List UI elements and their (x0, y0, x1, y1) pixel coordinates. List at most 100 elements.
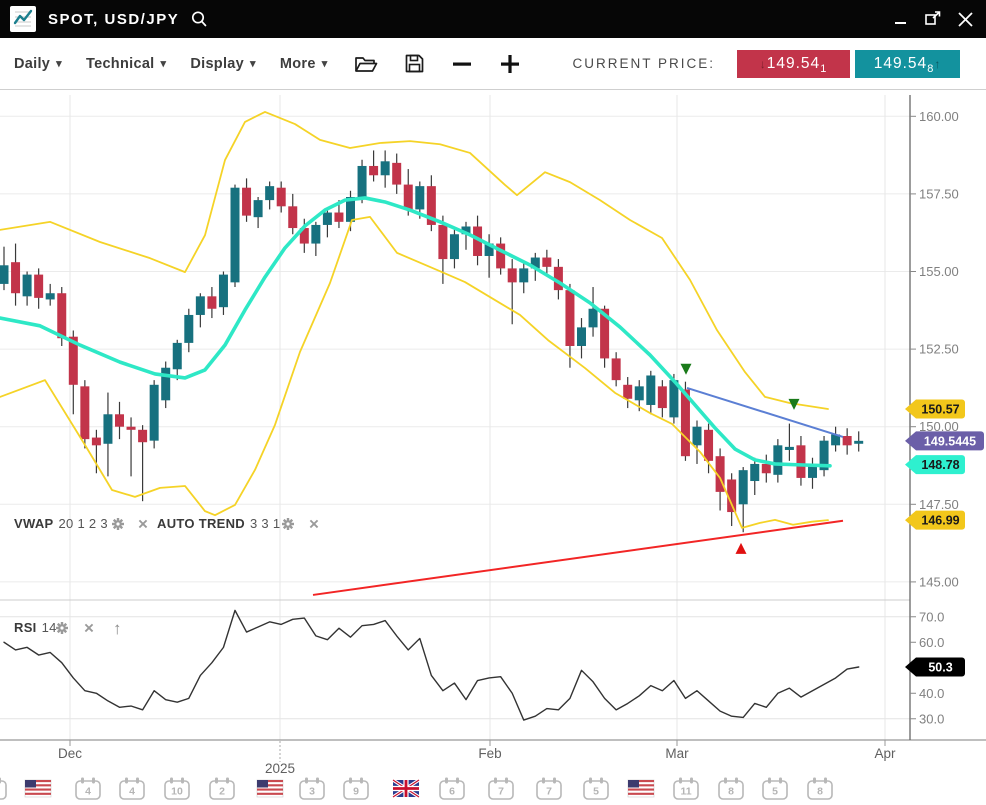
chevron-down-icon: ▾ (250, 58, 256, 70)
gear-icon[interactable] (112, 518, 124, 530)
up-arrow-icon: ↑ (934, 56, 942, 71)
calendar-event-icon[interactable]: 2 (209, 777, 235, 800)
current-price-label: CURRENT PRICE: (572, 56, 716, 71)
candle-body (854, 440, 864, 444)
menu-more[interactable]: More ▾ (279, 55, 328, 72)
price-badge: 148.78 (905, 455, 965, 475)
close-icon[interactable] (956, 10, 974, 28)
candle-body (761, 463, 771, 474)
svg-text:8: 8 (817, 786, 823, 798)
candle-body (265, 186, 275, 201)
menu-daily[interactable]: Daily ▾ (14, 55, 62, 72)
candle-body (669, 380, 679, 418)
candle-body (438, 224, 448, 260)
flag-us-icon[interactable] (256, 779, 284, 798)
candle-body (784, 446, 794, 450)
axes (0, 95, 986, 741)
flag-us-icon[interactable] (627, 779, 655, 798)
calendar-event-icon[interactable] (0, 777, 7, 800)
candle-body (149, 384, 159, 441)
candle-body (588, 308, 598, 328)
candle-body (57, 293, 67, 339)
candle-body (600, 308, 610, 359)
svg-text:3: 3 (309, 786, 315, 798)
close-icon[interactable]: × (84, 619, 94, 638)
minimize-icon[interactable] (892, 10, 910, 28)
calendar-event-icon[interactable]: 10 (164, 777, 190, 800)
save-icon[interactable] (404, 53, 425, 74)
candle-body (138, 429, 148, 443)
price-tick-label: 155.00 (919, 264, 959, 279)
candle-body (242, 187, 252, 216)
svg-text:7: 7 (546, 786, 552, 798)
candle-body (126, 426, 136, 430)
candle-body (750, 463, 760, 482)
rsi-tick-label: 30.0 (919, 711, 944, 726)
trend-line-resistance[interactable] (686, 386, 844, 438)
auto-trend-lines (312, 386, 844, 596)
menu-technical[interactable]: Technical ▾ (86, 55, 167, 72)
candle-body (496, 243, 506, 269)
svg-text:7: 7 (498, 786, 504, 798)
candle-body (808, 463, 817, 478)
calendar-event-icon[interactable]: 8 (718, 777, 744, 800)
candle-body (218, 274, 228, 308)
svg-text:150.57: 150.57 (921, 403, 959, 417)
svg-text:6: 6 (449, 786, 455, 798)
expand-up-icon[interactable]: ↑ (113, 619, 122, 638)
chevron-down-icon: ▾ (160, 58, 167, 70)
calendar-event-icon[interactable]: 4 (119, 777, 145, 800)
month-label: Apr (874, 746, 896, 761)
candle-body (103, 414, 113, 444)
candle-body (449, 234, 459, 260)
candle-body (692, 426, 702, 446)
calendar-event-icon[interactable]: 7 (536, 777, 562, 800)
gear-icon[interactable] (282, 518, 294, 530)
window-title: SPOT, USD/JPY (48, 10, 180, 28)
candle-body (530, 257, 540, 269)
calendar-event-icon[interactable]: 11 (673, 777, 699, 800)
candle-body (161, 367, 171, 401)
candle-body (704, 429, 714, 461)
chevron-down-icon: ▾ (321, 58, 328, 70)
menu-display[interactable]: Display ▾ (190, 55, 256, 72)
calendar-event-icon[interactable]: 6 (439, 777, 465, 800)
open-folder-icon[interactable] (354, 54, 378, 74)
candle-body (727, 479, 737, 513)
price-badge: 150.57 (905, 399, 965, 419)
zoom-in-icon[interactable] (499, 53, 521, 75)
calendar-event-icon[interactable]: 3 (299, 777, 325, 800)
triangle-down-marker (788, 398, 800, 410)
candle-body (473, 226, 483, 256)
trend-line-support[interactable] (312, 519, 844, 596)
indicator-label-vwap: VWAP 20 1 2 3 × (14, 515, 148, 534)
calendar-event-icon[interactable]: 4 (75, 777, 101, 800)
calendar-event-icon[interactable]: 5 (583, 777, 609, 800)
candle-body (288, 206, 298, 229)
svg-text:4: 4 (85, 786, 91, 798)
candle-body (68, 336, 78, 385)
candle-body (415, 186, 425, 210)
svg-text:9: 9 (353, 786, 359, 798)
search-icon[interactable] (189, 9, 209, 29)
svg-text:4: 4 (129, 786, 135, 798)
calendar-event-icon[interactable]: 7 (488, 777, 514, 800)
calendar-event-icon[interactable]: 8 (807, 777, 833, 800)
flag-uk-icon[interactable] (392, 778, 420, 799)
zoom-out-icon[interactable] (451, 53, 473, 75)
calendar-event-icon[interactable]: 9 (343, 777, 369, 800)
flag-us-icon[interactable] (24, 779, 52, 798)
candle-body (91, 437, 101, 446)
gear-icon[interactable] (56, 622, 68, 634)
window-controls (892, 10, 986, 28)
candle-body (738, 470, 748, 505)
popout-icon[interactable] (924, 10, 942, 28)
close-icon[interactable]: × (309, 515, 319, 534)
calendar-event-icon[interactable]: 5 (762, 777, 788, 800)
candle-body (299, 228, 309, 244)
candle-body (392, 162, 402, 185)
svg-text:2: 2 (219, 786, 225, 798)
close-icon[interactable]: × (138, 515, 148, 534)
rsi-tick-label: 60.0 (919, 635, 944, 650)
